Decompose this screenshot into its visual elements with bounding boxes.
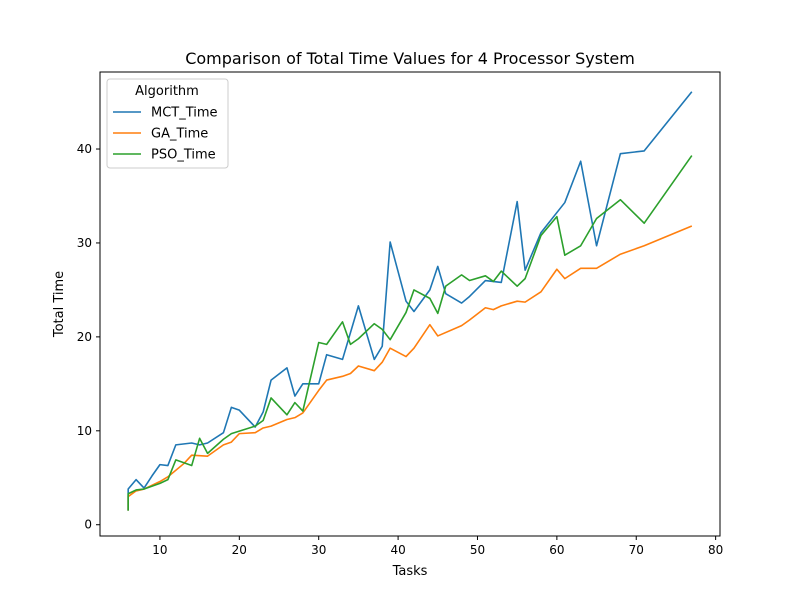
y-tick-label: 20 — [77, 330, 92, 344]
legend-entry-label: GA_Time — [151, 127, 208, 142]
axis-ticks: 10 20 30 40 50 60 70 80 0 10 20 30 40 — [77, 142, 724, 557]
series-line-ga-time — [127, 225, 693, 511]
x-tick-label: 40 — [390, 543, 405, 557]
x-axis-label: Tasks — [392, 564, 428, 579]
y-tick-label: 10 — [77, 424, 92, 438]
x-tick-label: 80 — [708, 543, 723, 557]
y-axis-label: Total Time — [52, 271, 67, 338]
series-line-mct-time — [127, 91, 693, 511]
plot-area-frame — [99, 71, 721, 537]
y-tick-label: 0 — [84, 518, 92, 532]
x-tick-label: 20 — [232, 543, 247, 557]
legend-entry-label: PSO_Time — [151, 148, 216, 163]
x-tick-label: 60 — [549, 543, 564, 557]
legend-title: Algorithm — [135, 84, 199, 99]
y-tick-label: 40 — [77, 142, 92, 156]
legend: Algorithm MCT_Time GA_Time PSO_Time — [106, 78, 229, 169]
x-tick-label: 30 — [311, 543, 326, 557]
chart-title: Comparison of Total Time Values for 4 Pr… — [185, 49, 635, 68]
legend-box — [106, 78, 229, 169]
x-tick-label: 70 — [629, 543, 644, 557]
x-tick-label: 10 — [152, 543, 167, 557]
x-tick-label: 50 — [470, 543, 485, 557]
y-tick-label: 30 — [77, 236, 92, 250]
legend-entry-label: MCT_Time — [151, 106, 218, 121]
series-lines — [127, 91, 693, 511]
series-line-pso-time — [127, 155, 693, 511]
